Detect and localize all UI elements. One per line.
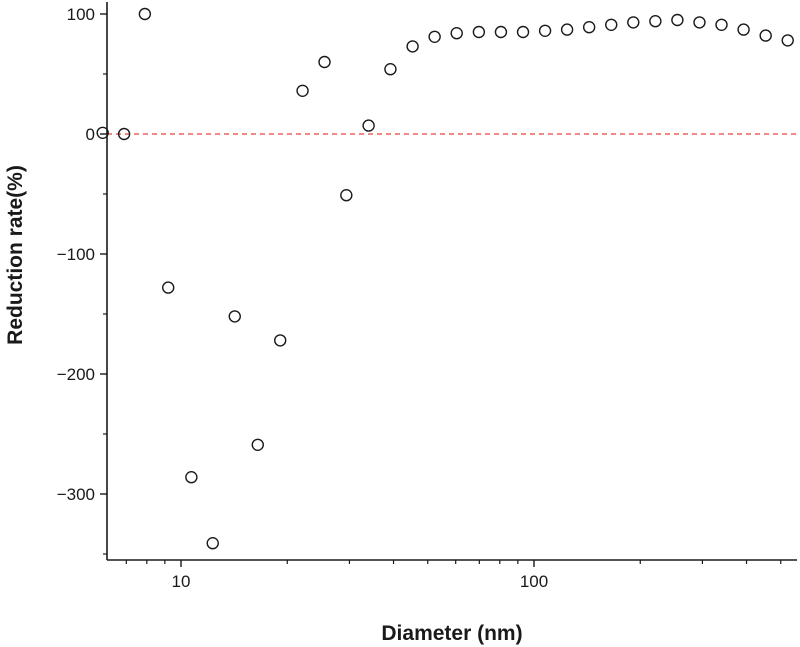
data-point [340, 188, 353, 202]
data-points [96, 7, 794, 550]
data-point [759, 29, 772, 42]
y-tick-label: 100 [67, 5, 95, 24]
data-point [450, 27, 463, 40]
data-point [274, 334, 287, 347]
y-tick-label: −300 [57, 485, 95, 504]
y-tick-label: 0 [86, 125, 95, 144]
data-point [781, 34, 794, 47]
x-tick-label: 10 [172, 572, 191, 591]
data-point [138, 7, 152, 21]
data-point [96, 126, 109, 140]
data-point [737, 23, 750, 36]
data-point [406, 40, 419, 53]
axes [106, 2, 797, 561]
data-point [560, 23, 574, 36]
data-point [162, 281, 175, 294]
ticks: 100 0 −100 −200 −300 10 100 [57, 5, 782, 591]
data-point [206, 537, 219, 550]
data-point [605, 18, 618, 31]
data-point [296, 84, 309, 98]
data-point [384, 62, 397, 76]
data-point [117, 127, 131, 141]
data-point [516, 25, 530, 39]
x-axis-title: Diameter (nm) [381, 622, 522, 645]
data-point [428, 30, 441, 43]
y-tick-label: −100 [57, 245, 95, 264]
y-tick-label: −200 [57, 365, 95, 384]
x-tick-label: 100 [520, 572, 548, 591]
data-point [715, 18, 728, 31]
data-point [251, 438, 264, 451]
y-axis-title: Reduction rate(%) [4, 165, 27, 345]
data-point [318, 55, 331, 69]
data-point [472, 25, 486, 39]
data-point [671, 13, 684, 27]
data-point [494, 25, 508, 39]
data-point [362, 119, 375, 132]
data-point [538, 24, 552, 37]
data-point [649, 15, 662, 28]
data-point [582, 21, 596, 34]
data-point [627, 16, 640, 29]
data-point [693, 16, 706, 29]
data-point [228, 310, 241, 323]
data-point [185, 471, 198, 484]
